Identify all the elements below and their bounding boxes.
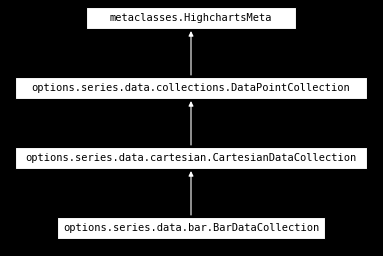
Text: metaclasses.HighchartsMeta: metaclasses.HighchartsMeta [110, 13, 272, 23]
FancyBboxPatch shape [86, 7, 296, 29]
Text: options.series.data.bar.BarDataCollection: options.series.data.bar.BarDataCollectio… [63, 223, 319, 233]
FancyBboxPatch shape [15, 147, 367, 169]
Text: options.series.data.cartesian.CartesianDataCollection: options.series.data.cartesian.CartesianD… [25, 153, 357, 163]
Text: options.series.data.collections.DataPointCollection: options.series.data.collections.DataPoin… [32, 83, 350, 93]
FancyBboxPatch shape [57, 217, 325, 239]
FancyBboxPatch shape [15, 77, 367, 99]
